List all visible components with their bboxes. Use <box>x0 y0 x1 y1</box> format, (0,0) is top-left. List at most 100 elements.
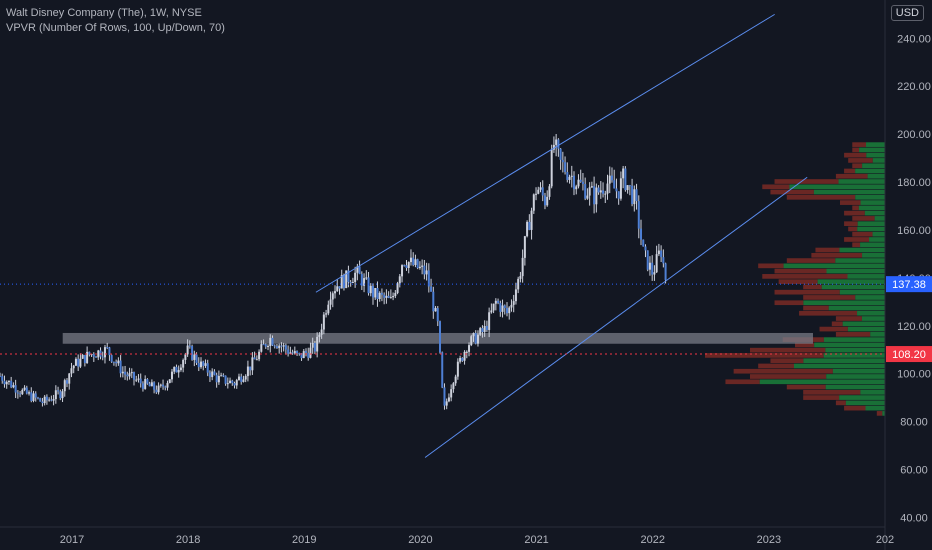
candle-body <box>488 312 491 330</box>
vp-row-down <box>705 353 824 358</box>
candle-body <box>12 385 15 388</box>
vp-row-down <box>770 358 804 364</box>
support-price-badge-bg <box>886 346 932 363</box>
candle-body <box>651 262 654 275</box>
candle-body <box>222 375 225 377</box>
candle-body <box>77 358 80 367</box>
candle-body <box>81 354 84 359</box>
vp-row-down <box>811 252 863 258</box>
candle-body <box>325 313 328 315</box>
x-tick-label: 2021 <box>524 534 548 546</box>
candle-body <box>327 304 330 314</box>
candle-body <box>220 375 223 377</box>
candle-body <box>584 184 587 199</box>
candle-body <box>316 336 319 352</box>
resistance-zone[interactable] <box>62 332 813 344</box>
candle-body <box>287 349 290 354</box>
candle-body <box>88 351 91 355</box>
candle-body <box>202 361 205 366</box>
x-tick-label: 2022 <box>640 534 664 546</box>
x-tick-label: 2018 <box>176 534 200 546</box>
candle-body <box>617 191 620 199</box>
vp-row-down <box>762 274 848 279</box>
vp-row-up <box>861 316 885 321</box>
candle-body <box>124 371 127 375</box>
candle-body <box>296 351 299 354</box>
candle-body <box>626 185 629 191</box>
candle-body <box>128 373 131 377</box>
vp-row-up <box>858 205 885 211</box>
candle-body <box>293 351 296 354</box>
trendlines[interactable] <box>315 13 808 458</box>
candle-body <box>249 366 252 371</box>
vp-row-up <box>867 173 885 179</box>
candle-body <box>10 380 13 388</box>
candle-body <box>284 345 287 350</box>
candle-body <box>367 277 370 294</box>
vp-row-up <box>862 252 885 258</box>
candle-body <box>526 221 529 237</box>
candle-body <box>403 265 406 267</box>
candle-body <box>342 275 345 289</box>
vp-row-up <box>866 142 885 147</box>
vp-row-up <box>860 242 885 248</box>
vp-row-down <box>786 384 826 390</box>
candle-body <box>144 379 147 389</box>
currency-badge[interactable]: USD <box>890 5 924 21</box>
candle-body <box>481 328 484 332</box>
candle-body <box>90 354 93 356</box>
vp-row-down <box>770 189 814 195</box>
candle-body <box>36 397 39 399</box>
candle-body <box>380 292 383 295</box>
candle-body <box>470 336 473 346</box>
candle-body <box>514 289 517 302</box>
candle-body <box>430 286 433 292</box>
candle-body <box>253 357 256 360</box>
candle-body <box>282 345 285 347</box>
candle-body <box>0 376 1 378</box>
channel-trendline[interactable] <box>424 176 808 458</box>
vp-row-up <box>825 384 885 390</box>
candle-body <box>186 345 189 355</box>
vp-row-down <box>774 300 804 306</box>
price-badges: 137.38 108.20 <box>886 276 932 363</box>
candle-body <box>258 351 261 360</box>
y-tick-label: 80.00 <box>900 417 928 429</box>
channel-trendline[interactable] <box>315 13 775 293</box>
candle-body <box>215 374 218 383</box>
candle-body <box>389 297 392 299</box>
vp-row-up <box>832 368 885 374</box>
y-tick-label: 200.00 <box>897 129 931 141</box>
vp-row-up <box>789 184 885 190</box>
time-axis[interactable]: 2017 2018 2019 2020 2021 2022 2023 202 <box>60 534 894 546</box>
y-tick-label: 100.00 <box>897 369 931 381</box>
candle-body <box>360 274 363 286</box>
vp-row-up <box>759 379 885 385</box>
price-axis[interactable]: 40.0060.0080.00100.00120.00140.00160.001… <box>897 33 931 524</box>
vp-row-up <box>855 295 885 300</box>
candle-body <box>653 272 656 275</box>
indicator-title[interactable]: VPVR (Number Of Rows, 100, Up/Down, 70) <box>6 22 225 34</box>
x-tick-label: 2020 <box>408 534 432 546</box>
candle-body <box>606 183 609 194</box>
vp-row-down <box>852 147 860 153</box>
candle-body <box>251 357 254 371</box>
vp-row-up <box>838 179 885 184</box>
vp-row-down <box>844 210 865 216</box>
candle-body <box>289 352 292 354</box>
vp-row-down <box>852 242 861 248</box>
symbol-title[interactable]: Walt Disney Company (The), 1W, NYSE <box>6 7 202 19</box>
vp-row-up <box>857 221 885 227</box>
candle-body <box>208 372 211 378</box>
candle-body <box>309 347 312 358</box>
candle-body <box>418 266 421 269</box>
candle-body <box>135 379 138 381</box>
vp-row-up <box>882 411 885 416</box>
candle-body <box>275 346 278 349</box>
candle-body <box>378 292 381 300</box>
candle-body <box>363 278 366 286</box>
candle-body <box>376 288 379 300</box>
last-price-badge: 137.38 <box>892 279 926 291</box>
candle-body <box>264 344 267 347</box>
